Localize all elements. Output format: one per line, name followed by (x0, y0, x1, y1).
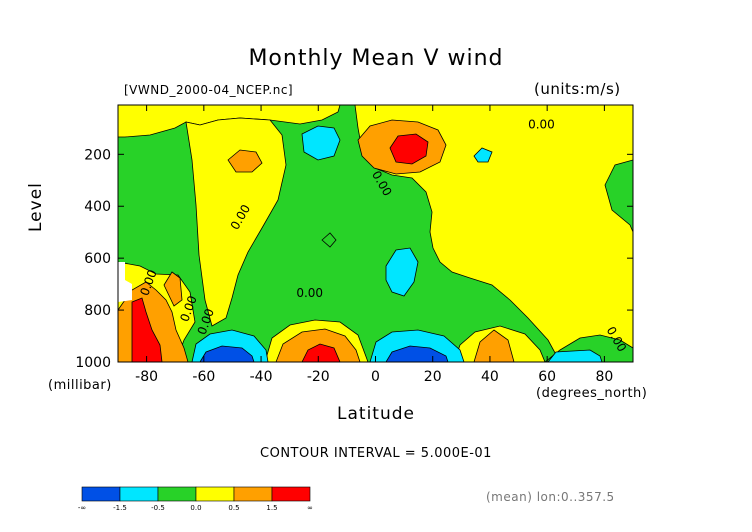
x-axis-label: Latitude (337, 404, 415, 424)
colorbar-label: 1.5 (266, 504, 277, 512)
colorbar-swatch (119, 486, 159, 502)
colorbar-swatch (233, 486, 273, 502)
colorbar-swatch (81, 486, 121, 502)
x-tick-label: -60 (192, 369, 215, 385)
region-cyan-mid-north (385, 247, 419, 297)
colorbar: -∞ -1.5 -0.5 0.0 0.5 1.5 ∞ (78, 486, 313, 512)
colorbar-label: 0.5 (228, 504, 239, 512)
region-orange-north-surface (473, 329, 515, 362)
y-tick-label: 1000 (75, 355, 111, 371)
region-blue-surface-south (199, 345, 255, 362)
units-label: (units:m/s) (534, 80, 621, 98)
y-tick-label: 600 (84, 251, 111, 267)
colorbar-label: 0.0 (190, 504, 201, 512)
colorbar-label: -∞ (78, 504, 86, 512)
colorbar-swatch (195, 486, 235, 502)
region-red-jet-max (389, 133, 429, 165)
mean-note: (mean) lon:0..357.5 (486, 490, 615, 504)
region-missing-data (118, 262, 132, 302)
x-tick-label: 60 (538, 369, 556, 385)
axes-layer: -80 -60 -40 -20 0 20 40 60 80 200 400 600 800 1000 (75, 105, 633, 385)
x-tick-label: 0 (371, 369, 380, 385)
region-cyan-top-south (301, 125, 341, 161)
region-yellow-south-ridge (185, 117, 287, 327)
colorbar-swatch (157, 486, 197, 502)
contour-label: 0.00 (528, 117, 555, 131)
region-green-eq-small (321, 232, 337, 248)
region-cyan-small-north (473, 147, 493, 163)
region-cyan-surface-far-north (547, 349, 603, 362)
y-tick-label: 400 (84, 199, 111, 215)
x-axis-unit: (degrees_north) (536, 386, 648, 401)
region-orange-antarctic-upper (163, 271, 183, 307)
x-tick-label: 20 (424, 369, 442, 385)
contour-interval-text: CONTOUR INTERVAL = 5.000E-01 (260, 446, 492, 461)
x-tick-label: -40 (250, 369, 273, 385)
region-red-antarctic (131, 297, 163, 362)
file-label: [VWND_2000-04_NCEP.nc] (124, 83, 294, 97)
chart-title: Monthly Mean V wind (248, 46, 504, 71)
region-red-surface-eq (301, 343, 341, 362)
y-axis-unit: (millibar) (48, 378, 112, 393)
x-tick-label: 40 (481, 369, 499, 385)
x-tick-label: -80 (135, 369, 158, 385)
colorbar-label: -1.5 (113, 504, 127, 512)
region-orange-south-blob (227, 149, 263, 173)
x-tick-label: -20 (307, 369, 330, 385)
contour-label: 0.00 (296, 286, 323, 300)
colorbar-label: ∞ (307, 504, 313, 512)
colorbar-label: -0.5 (151, 504, 165, 512)
y-tick-label: 200 (84, 147, 111, 163)
contour-fill-layer (118, 105, 633, 362)
colorbar-swatch (271, 486, 311, 502)
x-tick-label: 80 (595, 369, 613, 385)
y-tick-label: 800 (84, 303, 111, 319)
